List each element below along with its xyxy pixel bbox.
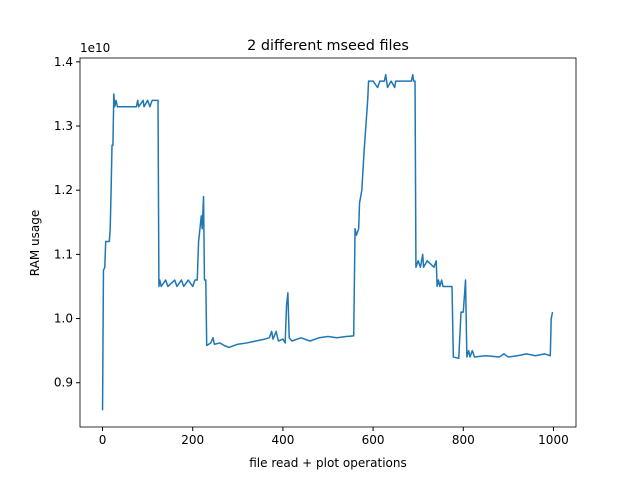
y-axis-label: RAM usage (28, 210, 42, 276)
y-tick-label: 1.3 (54, 119, 73, 133)
y-tick-label: 1.1 (54, 247, 73, 261)
x-tick-label: 1000 (538, 433, 569, 447)
y-offset-label: 1e10 (80, 41, 110, 55)
x-tick-label: 600 (362, 433, 385, 447)
data-line (101, 73, 554, 411)
y-tick-label: 1.4 (54, 55, 73, 69)
x-tick-label: 0 (99, 433, 107, 447)
chart-title: 2 different mseed files (247, 38, 409, 54)
x-tick-label: 400 (271, 433, 294, 447)
x-tick-label: 200 (181, 433, 204, 447)
y-tick-label: 0.9 (54, 376, 73, 390)
y-tick-label: 1.0 (54, 312, 73, 326)
y-tick-label: 1.2 (54, 183, 73, 197)
x-tick-label: 800 (452, 433, 475, 447)
x-axis-label: file read + plot operations (249, 456, 406, 470)
plot-frame (79, 57, 577, 428)
